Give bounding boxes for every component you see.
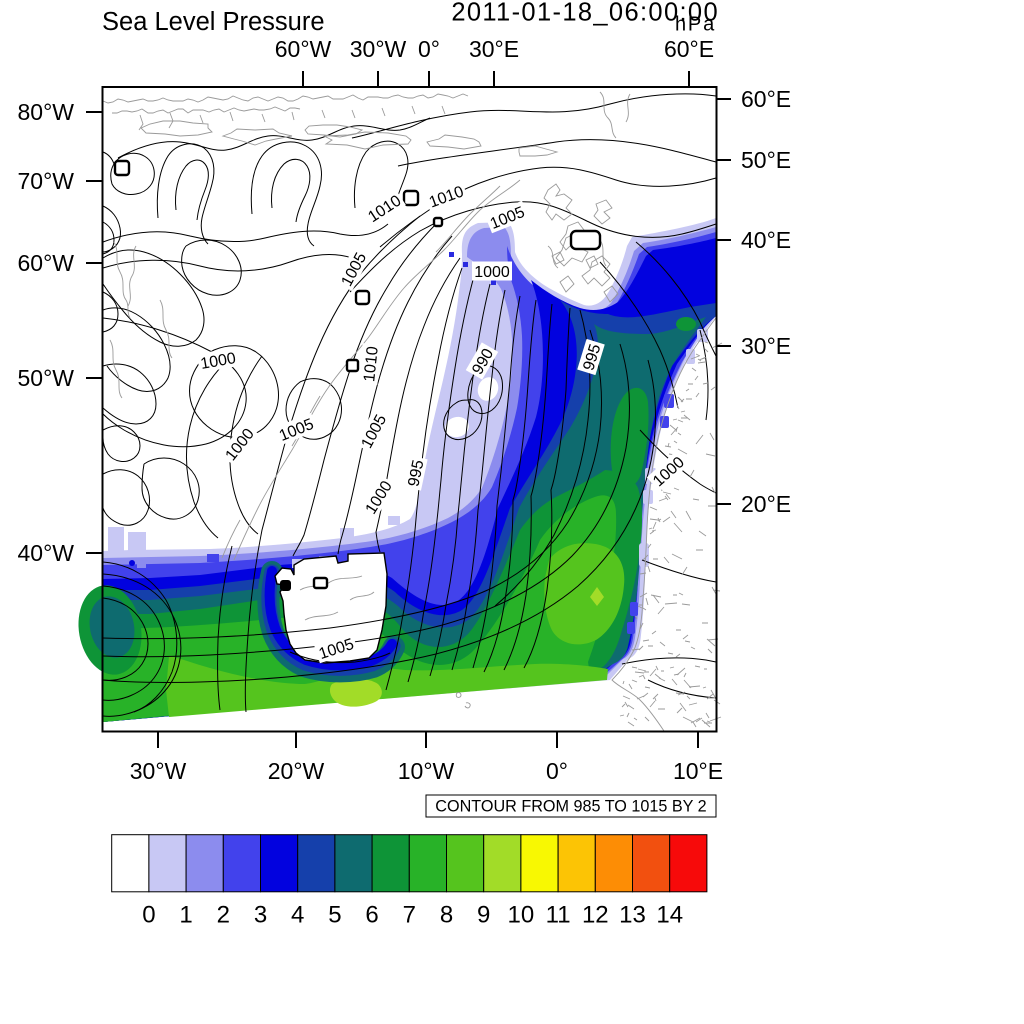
svg-text:5: 5 [328,902,341,929]
svg-text:12: 12 [582,902,609,929]
svg-text:1010: 1010 [361,345,382,382]
svg-text:9: 9 [477,902,490,929]
svg-text:11: 11 [546,902,571,929]
svg-text:8: 8 [440,902,453,929]
svg-text:20°W: 20°W [268,758,325,784]
svg-text:80°W: 80°W [18,99,75,125]
svg-text:hPa: hPa [675,14,716,36]
svg-text:1005: 1005 [277,416,316,445]
svg-text:2: 2 [217,902,230,929]
svg-text:0°: 0° [418,36,440,62]
svg-text:995: 995 [405,458,427,488]
svg-text:60°W: 60°W [275,36,332,62]
svg-text:1: 1 [179,902,192,929]
svg-text:70°W: 70°W [18,168,75,194]
svg-text:30°E: 30°E [741,333,791,359]
svg-text:1010: 1010 [427,183,466,211]
svg-text:20°E: 20°E [741,491,791,517]
svg-text:0°: 0° [546,758,568,784]
svg-text:2011-01-18_06:00:00: 2011-01-18_06:00:00 [451,0,719,27]
svg-text:4: 4 [291,902,304,929]
svg-text:CONTOUR FROM 985 TO 1015 BY 2: CONTOUR FROM 985 TO 1015 BY 2 [435,798,706,816]
svg-text:60°E: 60°E [664,36,714,62]
svg-text:1000: 1000 [474,264,510,281]
svg-text:50°E: 50°E [741,147,791,173]
svg-text:7: 7 [403,902,416,929]
svg-text:30°W: 30°W [350,36,407,62]
svg-text:50°W: 50°W [18,365,75,391]
svg-text:14: 14 [656,902,683,929]
svg-text:30°E: 30°E [469,36,519,62]
svg-text:1000: 1000 [199,350,237,373]
svg-text:40°W: 40°W [18,540,75,566]
svg-text:60°E: 60°E [741,86,791,112]
svg-text:Sea Level Pressure: Sea Level Pressure [102,8,325,36]
svg-text:10: 10 [508,902,535,929]
svg-text:30°W: 30°W [130,758,187,784]
svg-text:13: 13 [619,902,646,929]
svg-text:3: 3 [254,902,267,929]
svg-text:0: 0 [142,902,155,929]
svg-text:60°W: 60°W [18,250,75,276]
svg-text:10°W: 10°W [398,758,455,784]
svg-text:6: 6 [365,902,378,929]
svg-text:10°E: 10°E [673,758,723,784]
svg-text:40°E: 40°E [741,227,791,253]
